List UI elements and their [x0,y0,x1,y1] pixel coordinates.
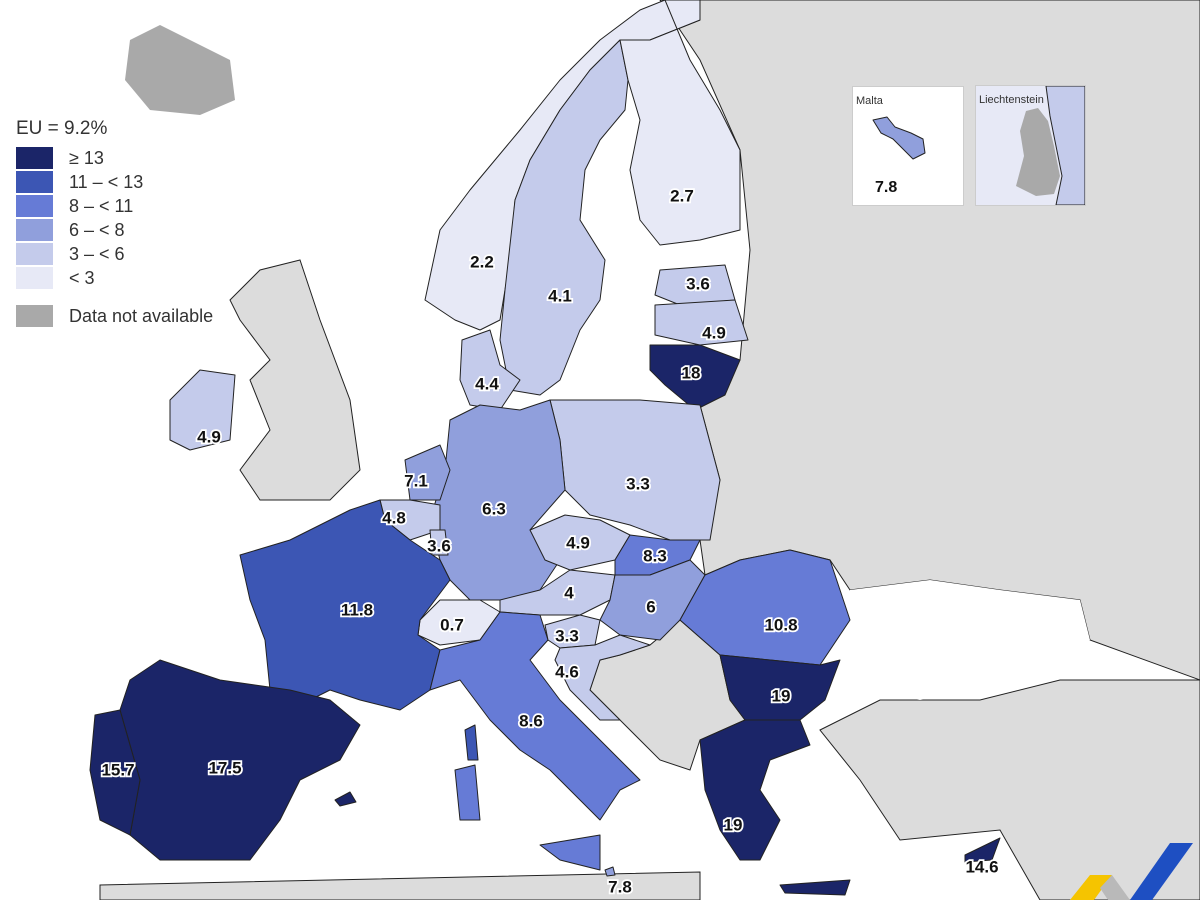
inset-title: Liechtenstein [979,94,1044,106]
country-ireland[interactable] [169,369,236,451]
country-malta[interactable] [604,866,616,877]
value-label-cyprus: 14.6 [965,857,998,876]
value-label-spain: 17.5 [208,758,241,777]
legend-swatch [16,305,53,327]
legend-swatch [16,267,53,289]
value-label-bulgaria: 19 [772,686,791,705]
value-label-lithuania: 18 [682,363,701,382]
value-label-belgium: 4.8 [382,508,406,527]
country-finland[interactable] [619,0,741,246]
legend-item: 6 – < 8 [16,218,213,242]
legend-label: ≥ 13 [69,147,104,168]
value-label-switzerland: 0.7 [440,615,464,634]
uk-land [229,259,361,501]
value-label-croatia: 4.6 [555,662,579,681]
country-bulgaria[interactable] [719,654,841,721]
value-label-czechia: 4.9 [566,533,590,552]
legend-label: 3 – < 6 [69,243,125,264]
legend-label: < 3 [69,267,95,288]
legend-label: 11 – < 13 [69,171,144,192]
corsica[interactable] [464,724,479,761]
inset-value-malta: 7.8 [875,179,898,196]
iceland [125,25,235,115]
black-sea [840,580,1090,700]
legend-swatch [16,147,53,169]
country-netherlands[interactable] [404,444,451,501]
country-cyprus[interactable] [964,837,1001,863]
legend-item: < 3 [16,266,213,290]
inset-title: Malta [856,95,883,107]
value-label-sweden: 4.1 [548,286,572,305]
malta-map [872,116,926,160]
value-label-poland: 3.3 [626,474,650,493]
inset-malta: Malta 7.8 [852,86,964,206]
legend-swatch [16,195,53,217]
country-greece[interactable] [699,719,811,861]
logo [1070,843,1193,900]
legend-item: 11 – < 13 [16,170,213,194]
value-label-slovenia: 3.3 [555,626,579,645]
value-label-germany: 6.3 [482,499,506,518]
legend-title: EU = 9.2% [16,118,108,139]
liechtenstein-map [1016,86,1085,205]
logo-blue-stripe [1130,843,1193,900]
value-label-greece: 19 [724,815,743,834]
value-label-portugal: 15.7 [101,760,134,779]
country-denmark[interactable] [459,329,521,411]
legend-item: 3 – < 6 [16,242,213,266]
logo-gray-stripe [1100,875,1130,900]
country-latvia[interactable] [654,299,749,346]
legend-label: 6 – < 8 [69,219,125,240]
value-label-estonia: 3.6 [686,274,710,293]
country-romania[interactable] [679,549,851,666]
sicily[interactable] [539,834,601,871]
legend-label: Data not available [69,305,214,326]
inset-country-malta[interactable] [872,116,926,160]
value-label-italy: 8.6 [519,711,543,730]
balearic-islands[interactable] [334,791,357,807]
value-label-denmark: 4.4 [475,374,499,393]
legend-swatch [16,171,53,193]
value-label-ireland: 4.9 [197,427,221,446]
value-label-malta: 7.8 [608,877,632,896]
country-croatia[interactable] [554,634,651,721]
legend-item: 8 – < 11 [16,194,213,218]
legend-label: 8 – < 11 [69,195,134,216]
value-label-hungary: 6 [646,597,655,616]
inset-liechtenstein: Liechtenstein [975,85,1086,206]
value-label-slovakia: 8.3 [643,546,667,565]
legend: EU = 9.2% ≥ 13 11 – < 13 8 – < 11 6 – < 8 3 … [16,118,213,328]
legend-swatch [16,219,53,241]
value-label-latvia: 4.9 [702,323,726,342]
value-label-france: 11.8 [341,600,373,619]
turkey-land [819,679,1200,900]
legend-swatch [16,243,53,265]
country-italy[interactable] [429,611,641,821]
country-luxembourg[interactable] [429,529,449,556]
north-africa-land [99,871,701,900]
logo-yellow-stripe [1070,875,1112,900]
crete[interactable] [779,879,851,896]
country-portugal[interactable] [89,709,141,836]
value-label-austria: 4 [564,583,574,602]
value-label-netherlands: 7.1 [404,471,428,490]
inset-country-liechtenstein[interactable] [1016,108,1060,196]
value-label-romania: 10.8 [764,615,797,634]
value-label-luxembourg: 3.6 [427,536,451,555]
country-lithuania[interactable] [649,344,741,411]
legend-item-not-available: Data not available [16,304,213,328]
value-label-finland: 2.7 [670,186,694,205]
value-label-norway: 2.2 [470,252,494,271]
legend-item: ≥ 13 [16,146,213,170]
sardinia[interactable] [454,764,481,821]
